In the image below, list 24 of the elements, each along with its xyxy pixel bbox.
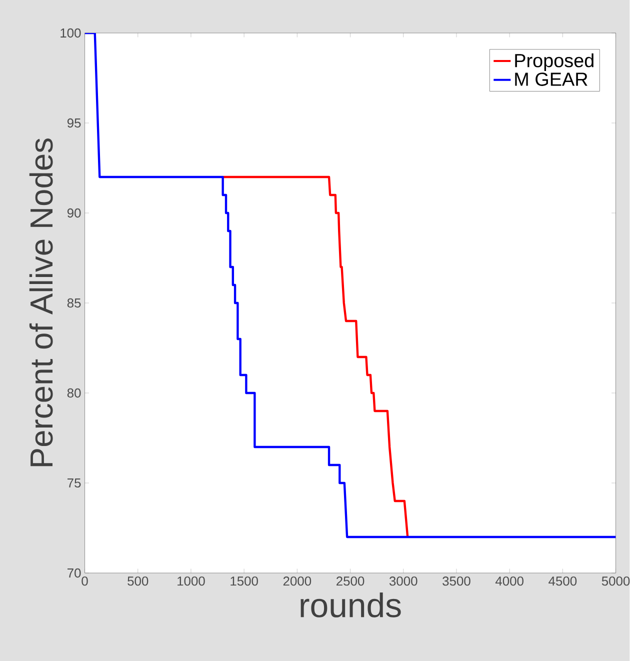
y-tick-label: 70 — [68, 568, 81, 578]
legend-label: M GEAR — [515, 72, 588, 86]
y-tick-label: 85 — [68, 298, 81, 308]
y-axis-title: Percent of Allive Nodes — [30, 138, 53, 466]
x-tick-label: 1500 — [230, 576, 258, 586]
line-series — [84, 32, 616, 538]
x-tick-label: 0 — [82, 576, 88, 586]
y-tick-label: 90 — [68, 208, 81, 218]
y-tick-label: 80 — [68, 388, 81, 398]
x-tick-label: 4500 — [548, 576, 577, 586]
y-tick-label: 75 — [68, 478, 81, 488]
y-tick-label: 95 — [68, 118, 81, 128]
x-tick-label: 2500 — [336, 576, 364, 586]
x-tick-label: 500 — [128, 576, 148, 586]
y-tick-label: 100 — [60, 28, 81, 38]
x-tick-label: 4000 — [496, 576, 524, 586]
x-tick-label: 2000 — [284, 576, 312, 586]
x-tick-label: 1000 — [178, 576, 205, 586]
line-series — [222, 176, 409, 538]
legend-label: Proposed — [515, 53, 594, 72]
x-tick-label: 3000 — [390, 576, 418, 586]
x-tick-label: 5000 — [602, 576, 630, 586]
x-axis-title: rounds — [300, 592, 401, 618]
x-tick-label: 3500 — [442, 576, 470, 586]
